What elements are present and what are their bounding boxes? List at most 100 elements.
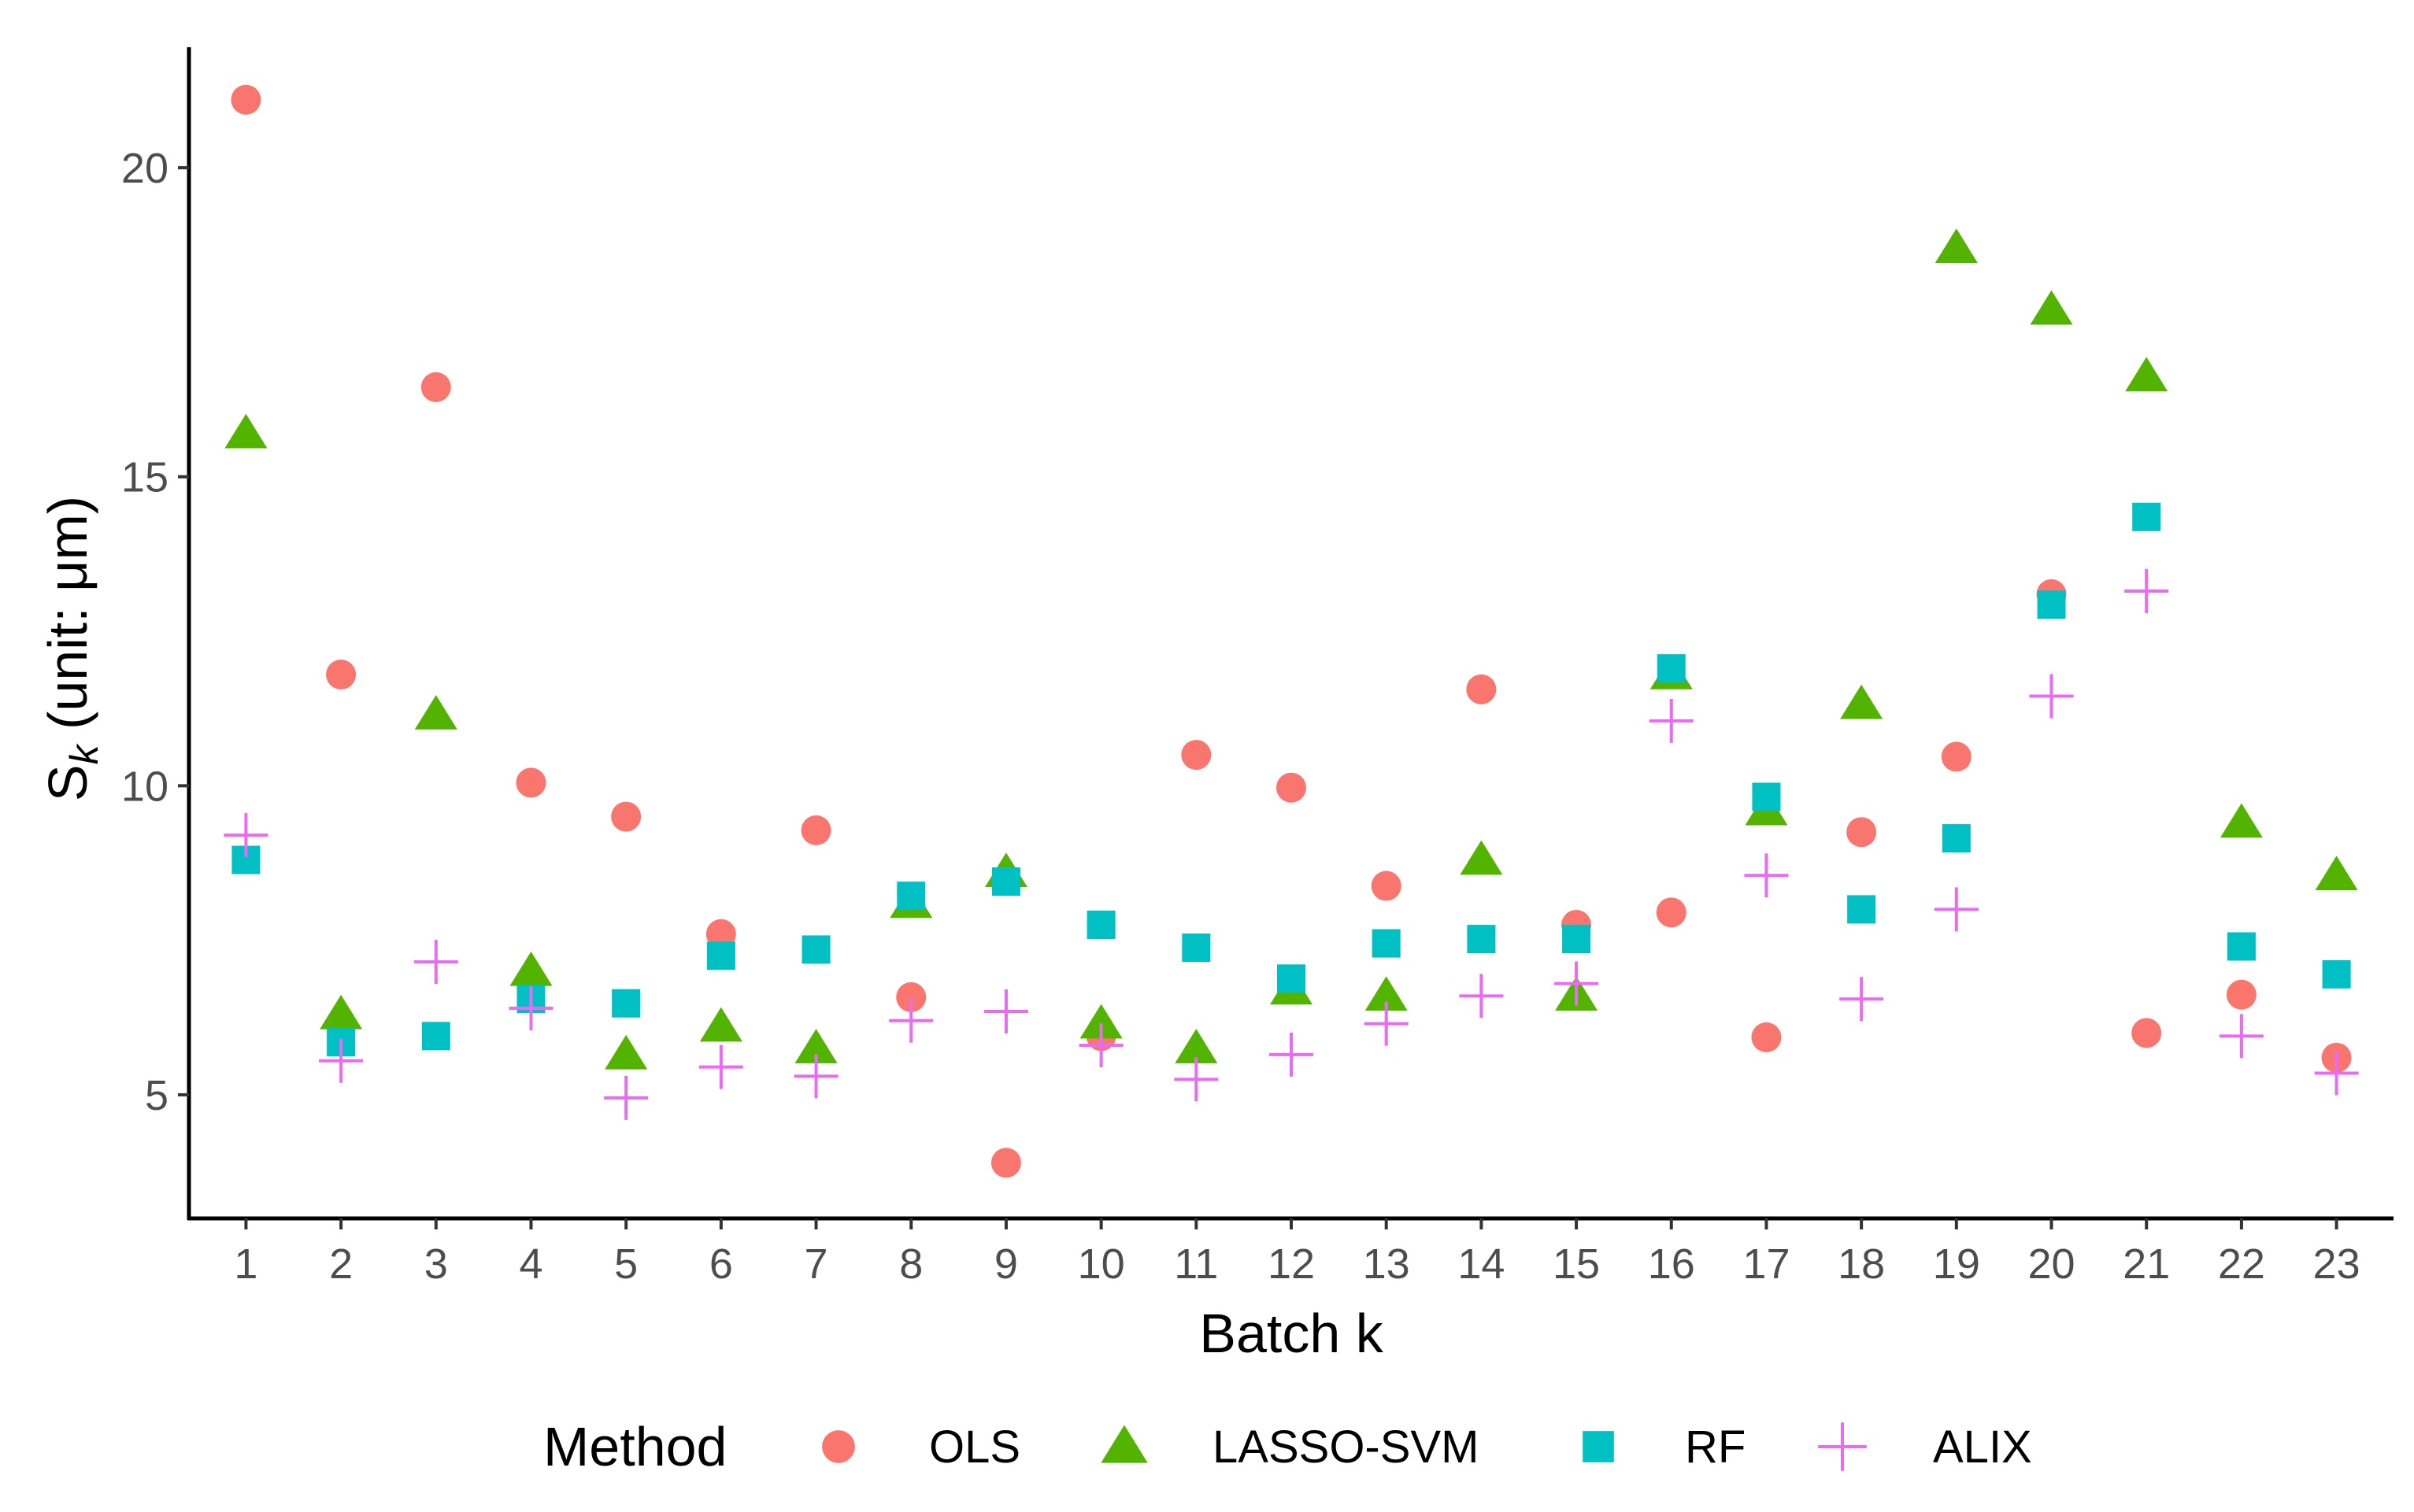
data-point-square [1657, 654, 1686, 683]
x-tick-label: 1 [234, 1240, 257, 1288]
series-lasso-svm [224, 228, 2358, 1070]
x-tick-label: 21 [2123, 1240, 2170, 1288]
y-axis-title-subscript: k [62, 742, 106, 764]
data-point-square [2227, 932, 2256, 961]
y-tick-label: 15 [121, 454, 168, 501]
data-point-square [2322, 959, 2351, 989]
x-tick-label: 19 [1933, 1240, 1980, 1288]
data-point-square [612, 989, 641, 1018]
data-point-triangle [2315, 856, 2358, 890]
data-point-square [1752, 782, 1781, 811]
x-tick-label: 9 [994, 1240, 1018, 1288]
data-point-circle [1846, 817, 1877, 848]
data-point-triangle [699, 1007, 742, 1042]
data-point-cross [1554, 961, 1599, 1006]
data-point-circle [1276, 772, 1306, 803]
data-point-circle [1181, 740, 1212, 771]
data-point-cross [1934, 887, 1979, 932]
data-point-triangle [224, 413, 268, 449]
data-point-triangle [509, 951, 553, 986]
legend-label: OLS [929, 1421, 1020, 1473]
data-point-square [991, 867, 1020, 896]
data-point-square [706, 941, 735, 970]
x-tick-label: 11 [1174, 1240, 1218, 1288]
data-point-cross [1364, 1001, 1409, 1046]
data-point-circle [1371, 871, 1401, 901]
legend-label: LASSO-SVM [1213, 1421, 1479, 1473]
series-rf [231, 502, 2351, 1057]
data-point-circle [1941, 741, 1972, 772]
x-tick-label: 16 [1648, 1240, 1695, 1288]
x-tick-label: 12 [1268, 1240, 1315, 1288]
legend: Method OLS LASSO-SVM RF ALIX [543, 1416, 2032, 1477]
x-tick-label: 13 [1363, 1240, 1410, 1288]
data-point-triangle [1460, 840, 1503, 875]
x-tick-label: 10 [1078, 1240, 1125, 1288]
x-axis-title: Batch k [1199, 1303, 1383, 1364]
data-point-cross [983, 989, 1028, 1033]
data-point-triangle [2220, 803, 2263, 838]
data-point-cross [604, 1075, 649, 1120]
data-point-circle [990, 1148, 1021, 1178]
data-point-triangle [1175, 1029, 1218, 1063]
data-point-cross [1459, 974, 1504, 1018]
legend-key-cross [1818, 1422, 1867, 1471]
data-point-square [1942, 824, 1971, 853]
x-tick-label: 2 [329, 1240, 353, 1288]
data-point-square [1467, 925, 1496, 954]
x-tick-label: 15 [1553, 1240, 1600, 1288]
data-point-circle [1656, 897, 1686, 928]
data-point-circle [2131, 1018, 2162, 1048]
legend-title: Method [543, 1416, 727, 1477]
data-point-square [2037, 590, 2066, 619]
data-point-cross [1174, 1057, 1219, 1102]
x-tick-label: 8 [899, 1240, 923, 1288]
data-point-square [1847, 895, 1876, 924]
x-tick-label: 18 [1838, 1240, 1885, 1288]
data-point-cross [319, 1038, 364, 1083]
data-point-cross [2314, 1051, 2359, 1096]
legend-key-triangle [1101, 1425, 1148, 1463]
series-alix [224, 568, 2359, 1120]
x-tick-label: 14 [1457, 1240, 1505, 1288]
data-point-square [897, 882, 926, 911]
data-point-circle [420, 372, 451, 402]
x-tick-label: 23 [2313, 1240, 2360, 1288]
x-tick-label: 4 [519, 1240, 542, 1288]
data-point-circle [2226, 979, 2257, 1010]
data-point-triangle [2125, 357, 2168, 392]
legend-key-circle [822, 1430, 855, 1463]
data-point-cross [1079, 1023, 1124, 1068]
y-axis-title: Sk (unit: μm) [37, 496, 106, 801]
data-point-cross [2124, 568, 2169, 613]
x-tick-label: 5 [614, 1240, 638, 1288]
data-point-square [1182, 933, 1211, 963]
data-point-square [421, 1022, 450, 1051]
data-point-circle [326, 660, 357, 690]
data-point-triangle [2030, 290, 2073, 325]
data-point-square [1277, 964, 1305, 993]
data-point-cross [224, 813, 268, 858]
data-point-circle [231, 84, 261, 115]
data-point-cross [509, 986, 554, 1031]
data-point-triangle [1079, 1004, 1123, 1039]
data-point-cross [1269, 1032, 1313, 1077]
x-tick-label: 20 [2027, 1240, 2075, 1288]
y-tick-label: 5 [145, 1072, 168, 1119]
data-point-square [2132, 502, 2161, 531]
data-point-triangle [1840, 684, 1883, 719]
data-point-triangle [1935, 228, 1978, 263]
data-point-circle [801, 815, 831, 845]
x-tick-label: 3 [424, 1240, 448, 1288]
data-point-square [1562, 925, 1591, 954]
data-point-square [1087, 911, 1116, 940]
data-point-triangle [1364, 976, 1408, 1011]
x-tick-label: 6 [709, 1240, 733, 1288]
legend-key-square [1583, 1431, 1614, 1462]
data-points [224, 84, 2359, 1178]
data-point-cross [889, 998, 934, 1043]
data-point-circle [896, 982, 927, 1012]
data-point-circle [611, 801, 642, 832]
y-axis-title-main: S [37, 764, 98, 801]
